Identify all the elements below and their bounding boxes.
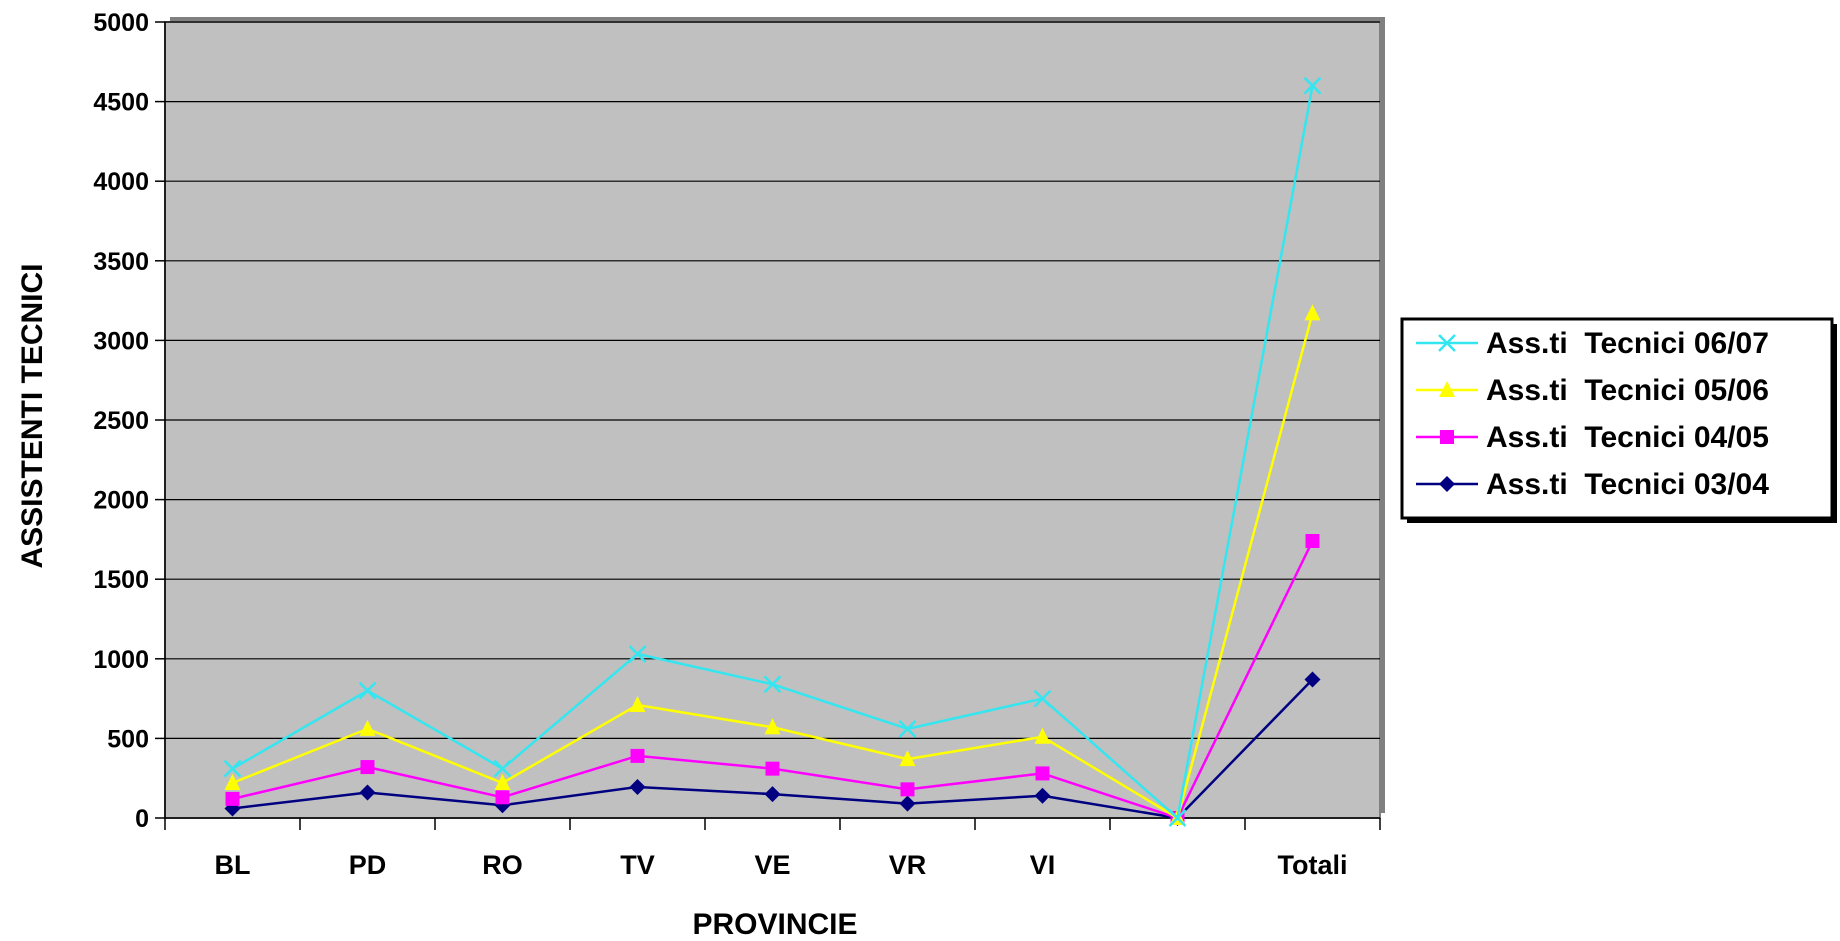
y-tick-label: 4000 [93,168,149,196]
series-point [764,786,781,803]
y-tick-label: 1000 [93,646,149,674]
series-point [898,719,917,738]
series-point [899,750,916,767]
series-point [223,759,242,778]
series-point [1034,787,1051,804]
series-triangle [224,304,1321,825]
legend-item: Ass.ti Tecnici 03/04 [1416,468,1769,501]
y-axis-title: ASSISTENTI TECNICI [16,263,49,568]
x-tick-label: TV [620,850,655,880]
marker-stroke [1033,689,1052,708]
marker-stroke [763,675,782,694]
marker-stroke [1438,334,1456,352]
series-point [763,675,782,694]
y-tick-label: 3500 [93,248,149,276]
series-point [1034,727,1051,744]
series-point [629,778,646,795]
series-point [765,761,780,776]
x-tick-label: BL [215,850,251,880]
series-point [1440,430,1454,444]
series-point [359,784,376,801]
x-tick-label: VR [889,850,927,880]
series-point [358,681,377,700]
y-tick-label: 2500 [93,407,149,435]
legend-item: Ass.ti Tecnici 04/05 [1416,421,1769,454]
legend-label: Ass.ti Tecnici 05/06 [1486,374,1769,407]
x-axis-title: PROVINCIE [692,908,857,936]
series-point [899,795,916,812]
series-point [1304,304,1321,321]
series-point [1304,671,1321,688]
marker-stroke [628,645,647,663]
series-point [225,791,240,806]
marker-stroke [1303,76,1322,95]
series-point [900,782,915,797]
y-tick-label: 0 [135,805,149,833]
series-group [223,76,1322,827]
series-x [223,76,1322,827]
y-tick-label: 4500 [93,89,149,117]
series-point [1168,809,1187,827]
series-point [224,773,241,790]
y-tick-label: 5000 [93,9,149,37]
series-point [360,760,375,775]
x-tick-label: VI [1030,850,1056,880]
legend: Ass.ti Tecnici 06/07 Ass.ti Tecnici 05/06… [1400,317,1837,523]
series-point [494,773,511,790]
legend-label: Ass.ti Tecnici 04/05 [1486,421,1769,454]
axes: 0 500 1000 1500 2000 2500 3000 3500 4000 4500 5000… [93,9,1381,880]
y-tick-label: 500 [107,725,149,753]
legend-item: Ass.ti Tecnici 06/07 [1416,327,1769,360]
marker-stroke [358,681,377,700]
y-tick-label: 2000 [93,487,149,515]
series-point [1438,334,1456,352]
x-tick-label: VE [754,850,790,880]
marker-stroke [493,759,512,778]
series-point [1303,76,1322,95]
series-point [1439,381,1455,397]
series-point [1305,533,1320,548]
x-tick-label: Totali [1278,850,1348,880]
marker-stroke [223,759,242,778]
marker-stroke [898,719,917,738]
series-point [764,718,781,735]
plot-area [164,17,1385,819]
x-tick-label: PD [349,850,387,880]
series-point [630,748,645,763]
x-tick-label: RO [482,850,523,880]
series-point [1033,689,1052,708]
legend-item: Ass.ti Tecnici 05/06 [1416,374,1769,407]
series-point [629,695,646,712]
y-tick-label: 1500 [93,566,149,594]
legend-label: Ass.ti Tecnici 03/04 [1486,468,1769,501]
series-point [628,645,647,663]
series-point [359,719,376,736]
series-square [225,533,1320,825]
legend-label: Ass.ti Tecnici 06/07 [1486,327,1769,360]
marker-stroke [1168,809,1187,827]
series-point [495,790,510,805]
y-tick-label: 3000 [93,327,149,355]
series-point [493,759,512,778]
series-point [1035,766,1050,781]
series-point [1439,476,1455,492]
